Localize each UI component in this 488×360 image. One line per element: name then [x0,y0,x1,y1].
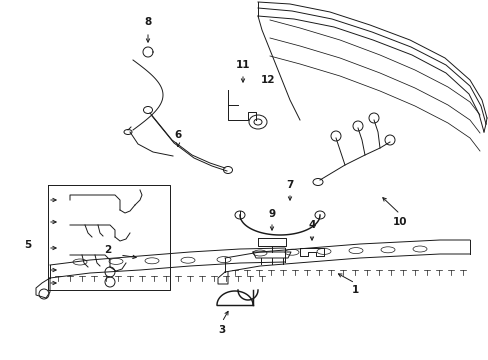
Text: 6: 6 [174,130,181,140]
Text: 10: 10 [392,217,407,227]
Text: 3: 3 [218,325,225,335]
Text: 1: 1 [351,285,358,295]
Text: 5: 5 [24,240,32,250]
Text: 9: 9 [268,209,275,219]
Text: 2: 2 [104,245,111,255]
Text: 4: 4 [307,220,315,230]
Text: 7: 7 [286,180,293,190]
Text: 8: 8 [144,17,151,27]
Text: 12: 12 [260,75,275,85]
Text: 11: 11 [235,60,250,70]
